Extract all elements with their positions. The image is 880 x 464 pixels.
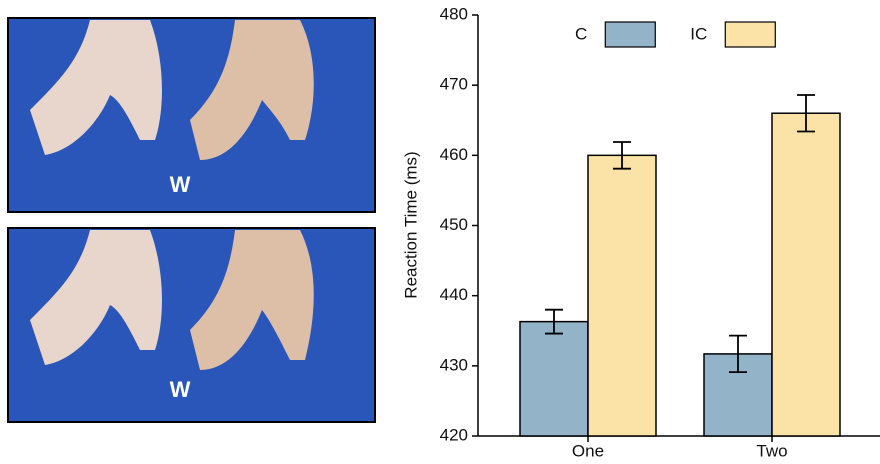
y-tick-label: 440 <box>440 285 468 304</box>
legend-swatch <box>605 22 655 47</box>
x-tick-label: One <box>572 441 604 460</box>
image-panel: W <box>8 228 375 422</box>
image-panel: W <box>8 18 375 212</box>
stimulus-letter: W <box>170 172 191 197</box>
chart: Reaction Time (ms) 420 430 440 450 460 470 480… <box>401 4 880 460</box>
y-tick-label: 460 <box>440 145 468 164</box>
y-tick-label: 430 <box>440 355 468 374</box>
y-tick-label: 480 <box>440 4 468 23</box>
legend-swatch <box>725 22 775 47</box>
y-tick-label: 420 <box>440 425 468 444</box>
legend-label: IC <box>690 24 707 43</box>
bar <box>588 155 656 436</box>
page: W W Reaction Time (ms) 420 430 440 450 460 47… <box>0 0 880 464</box>
stimulus-letter: W <box>170 377 191 402</box>
y-axis-label: Reaction Time (ms) <box>401 151 420 298</box>
y-tick-label: 450 <box>440 215 468 234</box>
bar <box>520 322 588 436</box>
x-tick-label: Two <box>756 441 787 460</box>
y-tick-label: 470 <box>440 75 468 94</box>
bar <box>772 113 840 436</box>
legend-label: C <box>575 24 587 43</box>
